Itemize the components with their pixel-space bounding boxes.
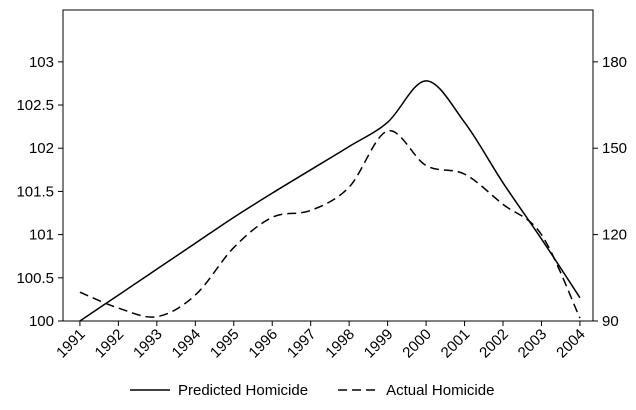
x-tick-label: 1996 (245, 326, 281, 362)
x-tick-label: 1991 (53, 326, 89, 362)
y2-tick-label: 180 (602, 54, 627, 71)
y-tick-label: 102.5 (16, 97, 54, 114)
y-tick-label: 101.5 (16, 183, 54, 200)
plot-frame (62, 9, 594, 322)
x-tick-label: 2001 (438, 326, 474, 362)
y2-tick-label: 150 (602, 140, 627, 157)
y-tick-label: 100.5 (16, 270, 54, 287)
series-line (79, 80, 581, 322)
series-line (79, 130, 581, 319)
y-tick-label: 101 (29, 227, 54, 244)
y-tick-label: 100 (29, 313, 54, 330)
x-tick-label: 1994 (169, 326, 205, 362)
y2-tick-label: 120 (602, 227, 627, 244)
x-tick-label: 1992 (92, 326, 128, 362)
x-tick-label: 2002 (476, 326, 512, 362)
y-tick-label: 103 (29, 54, 54, 71)
x-tick-label: 1997 (284, 326, 320, 362)
legend-label: Predicted Homicide (178, 382, 308, 399)
x-tick-label: 1993 (130, 326, 166, 362)
x-tick-label: 2004 (553, 326, 589, 362)
legend-label: Actual Homicide (386, 382, 494, 399)
x-tick-label: 1995 (207, 326, 243, 362)
y-tick-label: 102 (29, 140, 54, 157)
x-tick-label: 1998 (322, 326, 358, 362)
x-tick-label: 2000 (399, 326, 435, 362)
y2-tick-label: 90 (602, 313, 619, 330)
x-tick-label: 2003 (515, 326, 551, 362)
x-tick-label: 1999 (361, 326, 397, 362)
